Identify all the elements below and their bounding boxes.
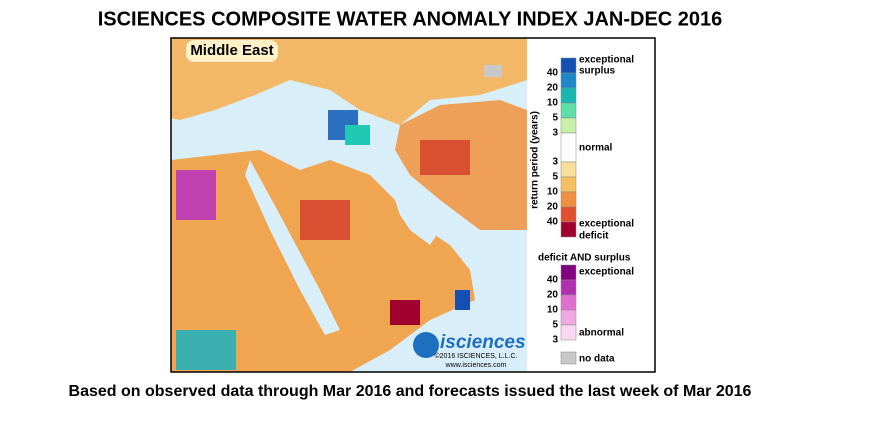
legend-tick-label: 20 [547,83,559,94]
legend-label: exceptional [579,219,634,230]
legend-swatch [560,279,577,296]
legend-axis-label: return period (years) [530,111,541,209]
legend-swatch [560,324,577,341]
legend-tick-label: 3 [552,128,558,139]
deficit-patch [390,300,420,325]
region-label-box [186,40,278,62]
legend-tick-label: 20 [547,202,559,213]
legend: return period (years) exceptional surplu… [530,55,635,365]
legend-tick-label: 5 [552,113,558,124]
no-data-patch [484,65,502,77]
legend-tick-label: 20 [547,290,559,301]
legend-swatch [560,87,577,104]
title: ISCIENCES COMPOSITE WATER ANOMALY INDEX … [98,8,723,30]
combined-patch [176,170,216,220]
surplus-patch [345,125,370,145]
red-sea [245,160,340,335]
legend-swatch [560,57,577,74]
legend-tick-label: 10 [547,305,559,316]
surplus-patch [176,330,236,370]
legend-tick-label: 5 [552,320,558,331]
legend-tick-label: 40 [547,275,559,286]
legend-label: normal [579,143,613,154]
logo-icon [413,332,439,358]
region-label: Middle East [190,42,273,59]
legend-tick-label: 10 [547,98,559,109]
legend-label: no data [579,354,615,365]
legend-label: deficit [579,231,609,242]
copyright: ©2016 ISCIENCES, L.L.C. [435,352,518,360]
footer: Based on observed data through Mar 2016 … [69,383,752,400]
legend-tick-label: 40 [547,217,559,228]
legend-swatch [560,294,577,311]
legend-swatch [560,191,577,208]
legend-label: exceptional [579,55,634,66]
legend-tick-label: 3 [552,335,558,346]
legend-tick-label: 3 [552,157,558,168]
logo: isciences [440,332,526,353]
legend-swatch [560,309,577,326]
legend-swatch [560,132,577,163]
legend-swatch [560,161,577,178]
legend-tick-label: 5 [552,172,558,183]
legend-label: surplus [579,66,616,77]
map: Middle East isciences ©2016 ISCIENCES, L… [171,38,527,372]
deficit-patch [300,200,350,240]
deficit-patch [420,140,470,175]
legend-swatch [560,206,577,223]
url: www.isciences.com [445,362,507,369]
gulf [395,200,440,245]
legend-swatch [560,72,577,89]
no-data-swatch [560,351,577,365]
legend-tick-label: 40 [547,68,559,79]
legend-label: abnormal [579,328,624,339]
legend-swatch [560,102,577,119]
legend-swatch [560,221,577,238]
legend-tick-label: 10 [547,187,559,198]
legend-swatch [560,264,577,281]
legend-swatch [560,176,577,193]
legend-label: exceptional [579,267,634,278]
frame [170,37,656,373]
legend-swatch [560,117,577,134]
surplus-patch [455,290,470,310]
legend-label: deficit AND surplus [538,253,631,264]
